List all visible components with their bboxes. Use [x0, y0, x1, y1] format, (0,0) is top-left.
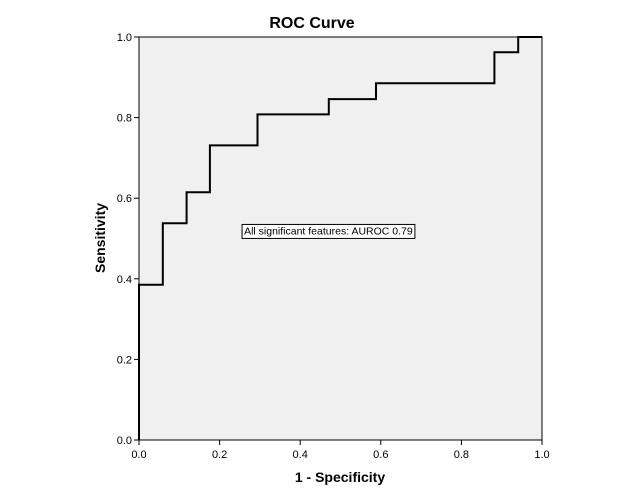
annotation-text: All significant features: AUROC 0.79 — [244, 225, 413, 237]
y-tick-label: 0.0 — [117, 435, 132, 447]
chart-title: ROC Curve — [269, 15, 354, 32]
y-tick-label: 1.0 — [117, 32, 132, 44]
annotation-box — [241, 223, 416, 239]
y-tick-label: 0.6 — [117, 193, 132, 205]
axis-ticks: 0.0 0.2 0.4 0.6 0.8 1.0 0.0 0.2 0.4 0.6 0.8 1.0 — [117, 32, 550, 461]
y-tick-label: 0.2 — [117, 354, 132, 366]
roc-curve-line — [138, 36, 542, 440]
x-tick-label: 0.2 — [212, 449, 227, 461]
x-tick-label: 1.0 — [534, 449, 549, 461]
x-axis-label: 1 - Specificity — [295, 469, 385, 485]
x-tick-label: 0.8 — [454, 449, 469, 461]
x-tick-label: 0.6 — [373, 449, 388, 461]
y-tick-label: 0.8 — [117, 113, 132, 125]
x-tick-label: 0.0 — [131, 449, 146, 461]
y-axis-label: Sensitivity — [92, 203, 108, 273]
x-tick-label: 0.4 — [293, 449, 308, 461]
y-tick-label: 0.4 — [117, 274, 132, 286]
